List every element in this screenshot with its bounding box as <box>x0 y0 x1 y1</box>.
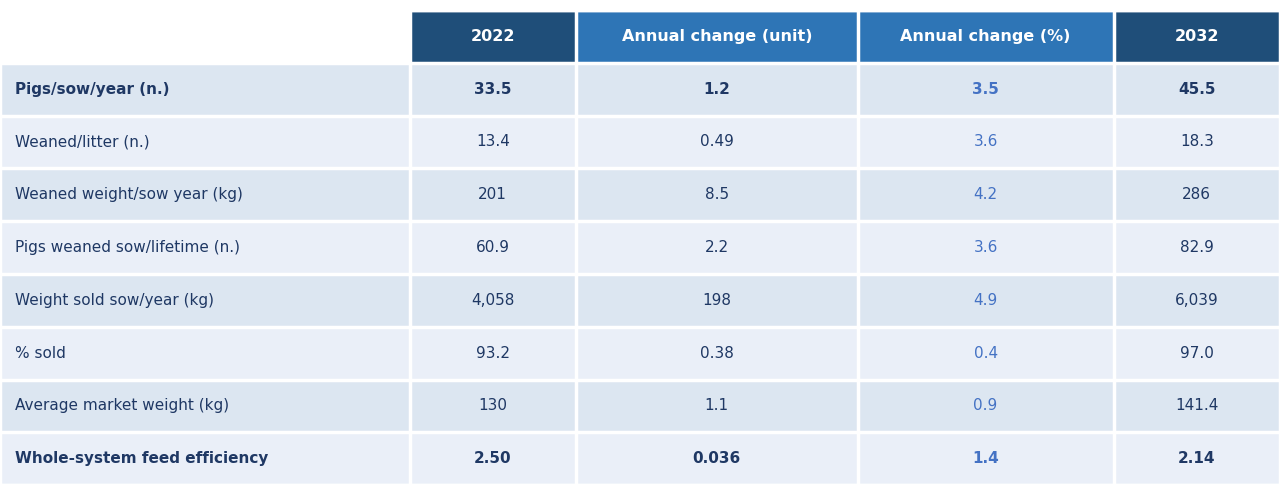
Bar <box>1114 432 1280 485</box>
Bar <box>0 168 410 221</box>
Text: 0.49: 0.49 <box>700 135 733 149</box>
Text: 33.5: 33.5 <box>474 82 512 97</box>
Bar <box>576 221 858 274</box>
Text: 97.0: 97.0 <box>1180 346 1213 360</box>
Bar <box>0 10 410 63</box>
Text: 286: 286 <box>1183 187 1211 202</box>
Bar <box>0 115 410 168</box>
Bar <box>1114 327 1280 380</box>
Text: 1.2: 1.2 <box>704 82 730 97</box>
Text: 0.38: 0.38 <box>700 346 733 360</box>
Text: 6,039: 6,039 <box>1175 293 1219 308</box>
Bar <box>1114 221 1280 274</box>
Text: 3.6: 3.6 <box>973 240 998 255</box>
Bar <box>410 221 576 274</box>
Text: 4,058: 4,058 <box>471 293 515 308</box>
Bar <box>858 380 1114 432</box>
Text: 2.2: 2.2 <box>705 240 728 255</box>
Text: 201: 201 <box>479 187 507 202</box>
Text: 0.9: 0.9 <box>974 398 997 413</box>
Bar <box>1114 380 1280 432</box>
Text: 8.5: 8.5 <box>705 187 728 202</box>
Bar <box>858 327 1114 380</box>
Text: 13.4: 13.4 <box>476 135 509 149</box>
Text: 2022: 2022 <box>471 29 515 44</box>
Bar <box>858 168 1114 221</box>
Bar <box>410 274 576 327</box>
Bar <box>576 327 858 380</box>
Bar <box>0 63 410 115</box>
Bar <box>1114 274 1280 327</box>
Bar <box>410 63 576 115</box>
Bar <box>0 274 410 327</box>
Bar <box>576 10 858 63</box>
Bar <box>1114 168 1280 221</box>
Text: 4.2: 4.2 <box>974 187 997 202</box>
Bar <box>576 115 858 168</box>
Bar <box>0 432 410 485</box>
Text: 45.5: 45.5 <box>1178 82 1216 97</box>
Bar <box>1114 10 1280 63</box>
Bar <box>858 432 1114 485</box>
Text: 0.4: 0.4 <box>974 346 997 360</box>
Text: Whole-system feed efficiency: Whole-system feed efficiency <box>15 451 269 466</box>
Bar <box>0 221 410 274</box>
Text: % sold: % sold <box>15 346 67 360</box>
Bar <box>0 380 410 432</box>
Bar <box>1114 63 1280 115</box>
Text: 130: 130 <box>479 398 507 413</box>
Text: 82.9: 82.9 <box>1180 240 1213 255</box>
Bar <box>858 10 1114 63</box>
Bar <box>410 168 576 221</box>
Text: Annual change (unit): Annual change (unit) <box>622 29 812 44</box>
Bar <box>410 10 576 63</box>
Text: 2032: 2032 <box>1175 29 1219 44</box>
Text: Pigs weaned sow/lifetime (n.): Pigs weaned sow/lifetime (n.) <box>15 240 241 255</box>
Bar <box>576 432 858 485</box>
Text: 3.5: 3.5 <box>973 82 998 97</box>
Bar <box>410 115 576 168</box>
Text: 1.4: 1.4 <box>973 451 998 466</box>
Bar <box>1114 115 1280 168</box>
Bar <box>576 63 858 115</box>
Text: Weight sold sow/year (kg): Weight sold sow/year (kg) <box>15 293 214 308</box>
Text: Average market weight (kg): Average market weight (kg) <box>15 398 229 413</box>
Bar <box>576 380 858 432</box>
Text: Annual change (%): Annual change (%) <box>900 29 1071 44</box>
Text: 198: 198 <box>703 293 731 308</box>
Text: Weaned/litter (n.): Weaned/litter (n.) <box>15 135 150 149</box>
Text: 93.2: 93.2 <box>476 346 509 360</box>
Bar <box>858 221 1114 274</box>
Bar <box>410 327 576 380</box>
Bar <box>410 380 576 432</box>
Bar <box>576 274 858 327</box>
Text: 141.4: 141.4 <box>1175 398 1219 413</box>
Text: Pigs/sow/year (n.): Pigs/sow/year (n.) <box>15 82 170 97</box>
Text: 4.9: 4.9 <box>974 293 997 308</box>
Text: Weaned weight/sow year (kg): Weaned weight/sow year (kg) <box>15 187 243 202</box>
Bar <box>576 168 858 221</box>
Text: 2.14: 2.14 <box>1178 451 1216 466</box>
Text: 3.6: 3.6 <box>973 135 998 149</box>
Bar <box>858 115 1114 168</box>
Bar <box>858 274 1114 327</box>
Bar <box>0 327 410 380</box>
Text: 18.3: 18.3 <box>1180 135 1213 149</box>
Bar <box>410 432 576 485</box>
Text: 1.1: 1.1 <box>705 398 728 413</box>
Text: 2.50: 2.50 <box>474 451 512 466</box>
Text: 60.9: 60.9 <box>476 240 509 255</box>
Bar <box>858 63 1114 115</box>
Text: 0.036: 0.036 <box>692 451 741 466</box>
